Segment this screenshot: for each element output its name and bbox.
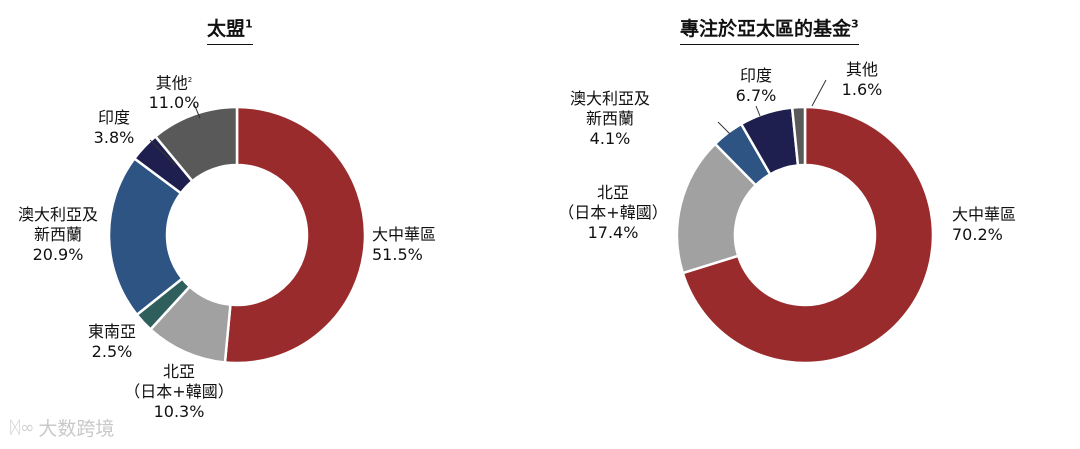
slice-name: 澳大利亞及 [569, 89, 650, 108]
label-left-greater-china: 大中華區 51.5% [372, 225, 436, 265]
slice-name: 北亞 [162, 362, 195, 381]
slice-value: 20.9% [32, 245, 84, 264]
left-slice-greater-china [223, 105, 367, 365]
label-right-greater-china: 大中華區 70.2% [952, 205, 1016, 245]
right-slice-others [790, 105, 807, 167]
right-leader-australia-nz [717, 121, 731, 135]
slice-name: 印度 [739, 66, 772, 85]
left-slice-others [153, 105, 239, 183]
watermark-text: 大数跨境 [38, 418, 115, 440]
watermark-logo-icon: ᛞ∞ [10, 417, 35, 438]
watermark: ᛞ∞ 大数跨境 [10, 414, 114, 441]
label-left-australia-nz: 澳大利亞及 新西蘭 20.9% [8, 205, 108, 265]
slice-value: 11.0% [148, 93, 200, 113]
slice-name: 其他 [845, 60, 878, 79]
right-slice-greater-china [681, 105, 935, 365]
label-left-north-asia: 北亞 （日本+韓國） 10.3% [124, 362, 234, 422]
label-left-india: 印度 3.8% [84, 108, 144, 148]
slice-name: 澳大利亞及 [17, 205, 98, 224]
left-leader-india [149, 139, 177, 167]
chart-title-right-note: 3 [851, 17, 859, 31]
slice-value: 3.8% [93, 128, 135, 147]
slice-sub: （日本+韓國） [558, 203, 668, 222]
slice-name: 大中華區 [952, 205, 1017, 224]
slice-value: 10.3% [153, 402, 205, 421]
label-left-southeast-asia: 東南亞 2.5% [82, 322, 142, 362]
slice-name: 東南亞 [87, 322, 136, 341]
slice-value: 6.7% [735, 86, 777, 105]
chart-title-left: 太盟1 [207, 14, 253, 45]
slice-note: 2 [187, 76, 193, 84]
slice-name: 印度 [97, 108, 130, 127]
right-leader-india [755, 105, 761, 117]
chart-title-left-text: 太盟 [207, 18, 246, 40]
left-leader-others [193, 103, 201, 119]
slice-sub: 新西蘭 [33, 225, 82, 244]
slice-value: 70.2% [952, 225, 1003, 244]
label-right-others: 其他 1.6% [832, 60, 892, 100]
label-right-india: 印度 6.7% [726, 66, 786, 106]
slice-value: 2.5% [91, 342, 133, 361]
slice-value: 51.5% [372, 245, 423, 264]
label-right-australia-nz: 澳大利亞及 新西蘭 4.1% [560, 89, 660, 149]
slice-name: 其他 [155, 73, 188, 93]
chart-title-right: 專注於亞太區的基金3 [680, 14, 859, 45]
slice-value: 4.1% [589, 129, 631, 148]
label-right-north-asia: 北亞 （日本+韓國） 17.4% [558, 183, 668, 243]
right-leader-others [811, 79, 827, 107]
slice-name: 大中華區 [372, 225, 437, 244]
chart-title-right-text: 專注於亞太區的基金 [680, 18, 852, 40]
slice-name: 北亞 [596, 183, 629, 202]
slice-sub: （日本+韓國） [124, 382, 234, 401]
slice-sub: 新西蘭 [585, 109, 634, 128]
chart-title-left-note: 1 [245, 17, 253, 31]
slice-value: 17.4% [587, 223, 639, 242]
slice-value: 1.6% [841, 80, 883, 99]
label-left-others: 其他2 11.0% [144, 70, 204, 113]
